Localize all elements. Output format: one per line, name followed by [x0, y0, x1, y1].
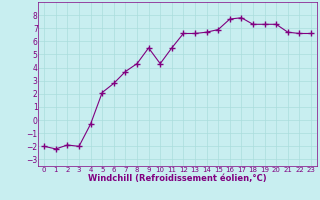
X-axis label: Windchill (Refroidissement éolien,°C): Windchill (Refroidissement éolien,°C): [88, 174, 267, 183]
